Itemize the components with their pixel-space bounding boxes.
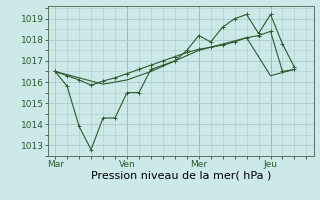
X-axis label: Pression niveau de la mer( hPa ): Pression niveau de la mer( hPa ) [91,171,271,181]
